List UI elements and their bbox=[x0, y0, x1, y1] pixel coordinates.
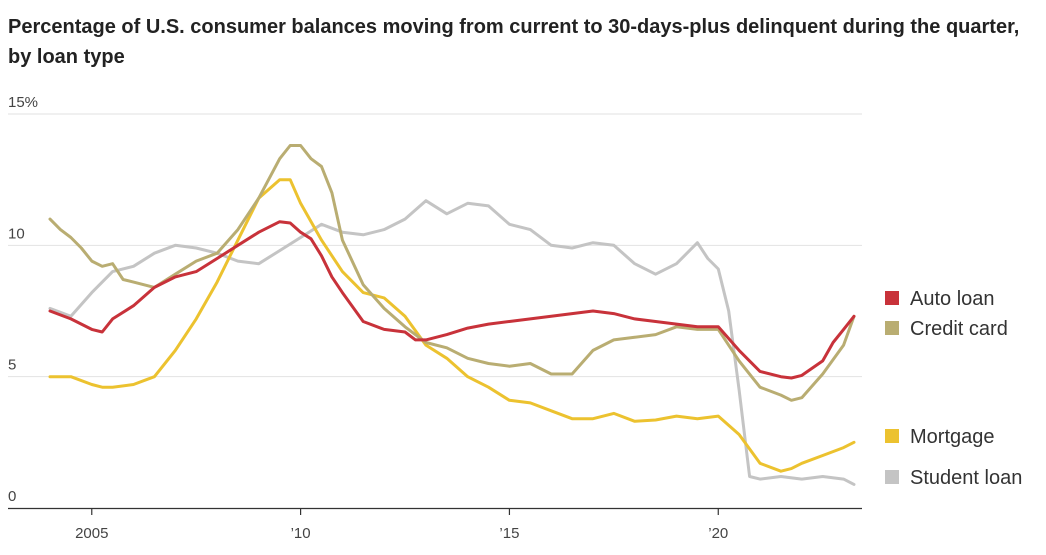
series-line-credit-card bbox=[48, 144, 856, 402]
legend-label-student-loan: Student loan bbox=[910, 467, 1022, 489]
chart-title: Percentage of U.S. consumer balances mov… bbox=[8, 16, 1020, 68]
x-tick-label: ’20 bbox=[708, 525, 728, 542]
y-axis-ticks: 15% 10 5 0 bbox=[8, 94, 38, 505]
legend-label-auto-loan: Auto loan bbox=[910, 288, 995, 310]
legend-label-mortgage: Mortgage bbox=[910, 426, 995, 448]
legend: Auto loan Credit card Mortgage Student loan bbox=[885, 288, 1022, 489]
y-tick-label: 5 bbox=[8, 357, 16, 374]
legend-swatch bbox=[885, 321, 899, 335]
series-lines bbox=[48, 144, 856, 486]
series-line-student-loan bbox=[48, 199, 856, 486]
legend-label-credit-card: Credit card bbox=[910, 318, 1008, 340]
series-line-auto-loan bbox=[48, 220, 856, 380]
y-tick-label: 0 bbox=[8, 488, 16, 505]
series-line-mortgage bbox=[48, 178, 856, 473]
legend-swatch bbox=[885, 291, 899, 305]
x-tick-label: ’10 bbox=[291, 525, 311, 542]
x-tick-label: 2005 bbox=[75, 525, 108, 542]
y-tick-label: 15% bbox=[8, 94, 38, 111]
x-tick-label: ’15 bbox=[499, 525, 519, 542]
legend-swatch bbox=[885, 470, 899, 484]
x-axis: 2005 ’10 ’15 ’20 bbox=[8, 507, 862, 542]
legend-swatch bbox=[885, 429, 899, 443]
y-tick-label: 10 bbox=[8, 225, 25, 242]
